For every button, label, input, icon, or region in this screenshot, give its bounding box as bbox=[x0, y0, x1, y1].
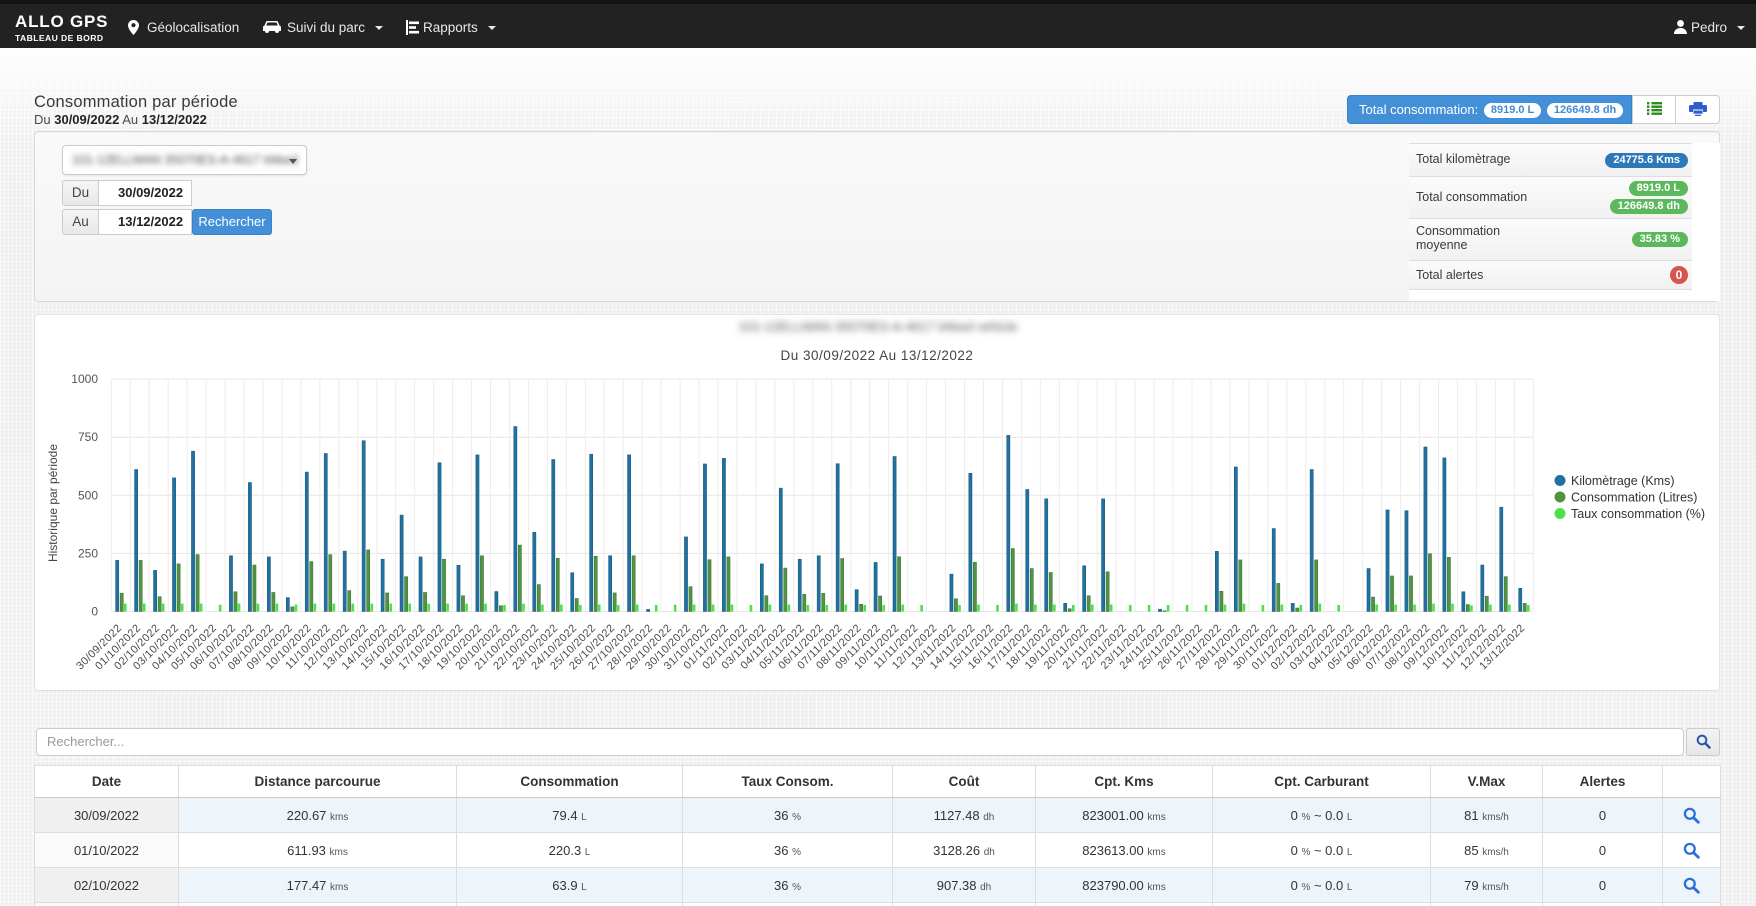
svg-text:750: 750 bbox=[78, 430, 98, 444]
svg-text:Historique par période: Historique par période bbox=[46, 444, 60, 562]
svg-text:Taux consommation (%): Taux consommation (%) bbox=[1571, 507, 1705, 521]
svg-text:0: 0 bbox=[91, 605, 98, 619]
svg-text:1000: 1000 bbox=[71, 372, 98, 386]
svg-text:Kilomètrage (Kms): Kilomètrage (Kms) bbox=[1571, 474, 1675, 488]
svg-text:250: 250 bbox=[78, 546, 98, 560]
svg-text:Consommation (Litres): Consommation (Litres) bbox=[1571, 491, 1697, 505]
svg-text:500: 500 bbox=[78, 488, 98, 502]
